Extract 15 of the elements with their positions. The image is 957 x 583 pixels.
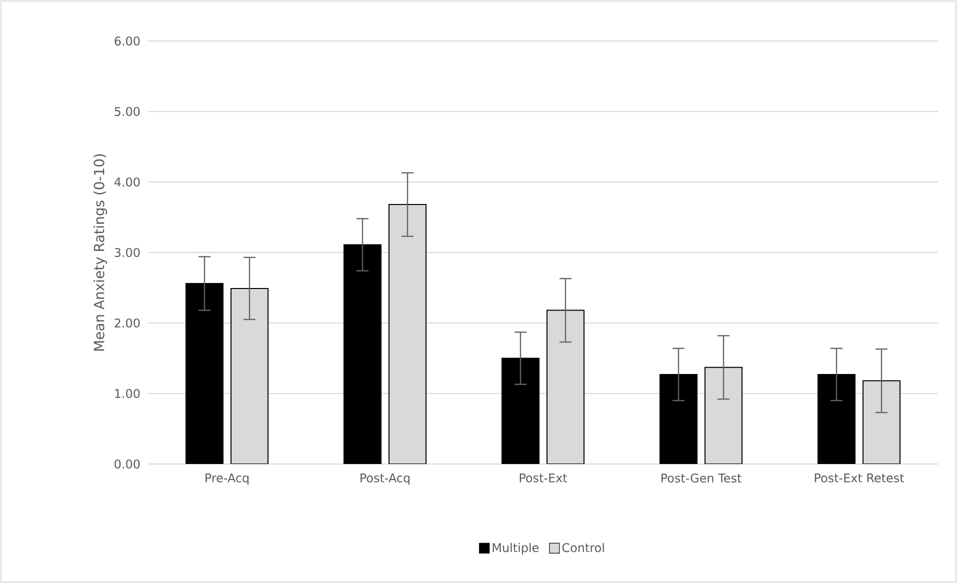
y-tick-label: 4.00: [114, 177, 140, 187]
x-tick-label: Post-Ext Retest: [814, 474, 904, 482]
y-tick-label: 6.00: [114, 36, 140, 46]
y-axis-title: Mean Anxiety Ratings (0-10): [94, 154, 108, 351]
y-tick-label: 0.00: [114, 459, 140, 469]
x-tick-label: Post-Ext: [520, 474, 568, 482]
x-tick-label: Pre-Acq: [206, 474, 249, 485]
legend-label: Multiple: [492, 542, 539, 554]
y-tick-label: 3.00: [114, 248, 140, 258]
y-tick-label: 1.00: [115, 388, 140, 398]
legend-label: Control: [562, 542, 604, 552]
y-tick-label: 5.00: [114, 106, 140, 116]
y-tick-label: 2.00: [114, 318, 140, 328]
x-tick-label: Post-Gen Test: [662, 474, 742, 483]
x-tick-label: Post-Acq: [360, 474, 410, 485]
